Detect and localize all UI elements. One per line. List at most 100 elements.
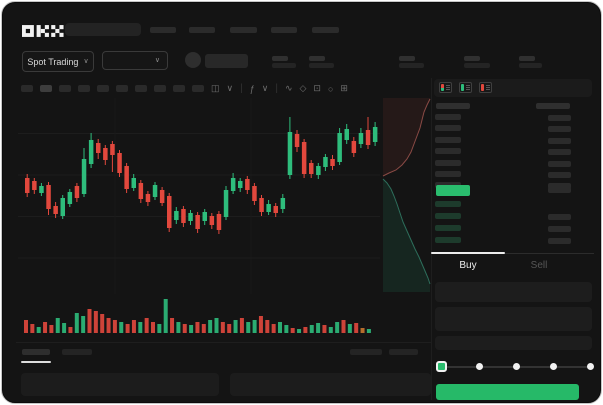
- volume-bar: [265, 320, 270, 333]
- timeframe-button[interactable]: [97, 85, 109, 92]
- timeframe-button[interactable]: [21, 85, 33, 92]
- chart-toolbar-icons: ◫ ∨ | ƒ ∨ | ∿ ◇ ⊡ ○ ⊞: [211, 82, 348, 95]
- volume-bar: [316, 323, 321, 333]
- book-asks-icon[interactable]: [479, 82, 492, 93]
- volume-bar: [239, 318, 244, 333]
- book-combined-icon[interactable]: [439, 82, 452, 93]
- timeframe-button-active[interactable]: [40, 85, 52, 92]
- candle: [223, 190, 229, 217]
- orderbook-row-price[interactable]: [435, 171, 461, 177]
- volume-bar: [284, 325, 289, 333]
- chevron-down-icon[interactable]: ∨: [226, 83, 234, 93]
- orderbook-row-price[interactable]: [435, 136, 461, 143]
- line-tool-icon[interactable]: ∿: [284, 83, 293, 93]
- candle: [372, 127, 378, 142]
- candle: [81, 159, 87, 194]
- stat-label: [272, 56, 288, 61]
- nav-item[interactable]: [312, 27, 339, 33]
- timeframe-button[interactable]: [173, 85, 185, 92]
- timeframe-button[interactable]: [192, 85, 204, 92]
- orders-filter[interactable]: [389, 349, 418, 355]
- book-icon-stripe: [441, 84, 444, 91]
- okx-logo-icon: [22, 25, 64, 37]
- stat-label: [399, 56, 415, 61]
- orders-filter[interactable]: [350, 349, 382, 355]
- draw-tool-icon[interactable]: ◇: [299, 83, 307, 93]
- okx-logo[interactable]: [22, 24, 64, 37]
- indicators-icon[interactable]: ƒ: [249, 83, 255, 94]
- orderbook-row-price[interactable]: [435, 125, 461, 132]
- chevron-down-icon[interactable]: ∨: [261, 83, 269, 93]
- volume-bar: [278, 322, 282, 333]
- slider-stop-dot[interactable]: [549, 363, 557, 370]
- slider-stop-dot[interactable]: [512, 363, 520, 370]
- candle: [252, 186, 257, 201]
- orders-tab-active[interactable]: [22, 349, 50, 355]
- orderbook-row-price[interactable]: [435, 148, 461, 155]
- orderbook-row-price[interactable]: [435, 236, 461, 243]
- nav-item[interactable]: [189, 27, 215, 33]
- tab-sell[interactable]: Sell: [530, 260, 548, 271]
- market-mode-dropdown[interactable]: Spot Trading ∨: [22, 51, 94, 72]
- candle: [145, 194, 151, 202]
- volume-bar: [49, 325, 54, 333]
- timeframe-button[interactable]: [59, 85, 71, 92]
- total-field[interactable]: [435, 336, 592, 350]
- orders-row-placeholder: [21, 373, 219, 396]
- candle: [188, 213, 193, 221]
- search-input[interactable]: [65, 23, 141, 36]
- orderbook-row-price[interactable]: [435, 201, 461, 207]
- tab-buy[interactable]: Buy: [459, 260, 477, 271]
- candle: [88, 140, 94, 164]
- volume-bar: [131, 320, 136, 333]
- orderbook-row-price[interactable]: [435, 224, 461, 231]
- depth-ask-line: [382, 98, 431, 177]
- orderbook-row-amount: [548, 237, 571, 244]
- volume-bar: [309, 325, 314, 333]
- buy-button[interactable]: [436, 384, 579, 400]
- candle: [60, 198, 65, 216]
- volume-bar: [252, 320, 257, 333]
- candle: [316, 166, 321, 175]
- fullscreen-icon[interactable]: ⊞: [340, 83, 348, 93]
- amount-slider-handle[interactable]: [436, 361, 447, 372]
- timeframe-button[interactable]: [78, 85, 90, 92]
- market-mode-label: Spot Trading: [27, 56, 79, 67]
- book-bids-icon[interactable]: [459, 82, 472, 93]
- candle: [351, 141, 357, 153]
- volume-bar: [106, 318, 111, 333]
- volume-bar: [347, 324, 352, 333]
- nav-item[interactable]: [271, 27, 297, 33]
- candle: [138, 183, 144, 199]
- volume-bar: [138, 322, 143, 333]
- camera-icon[interactable]: ⊡: [313, 83, 321, 93]
- chart-style-icon[interactable]: ◫: [211, 83, 220, 93]
- volume-bar: [125, 324, 130, 333]
- orderbook-row-price[interactable]: [435, 114, 461, 120]
- candle: [266, 204, 271, 212]
- slider-stop-dot[interactable]: [586, 363, 594, 370]
- timeframe-button[interactable]: [116, 85, 128, 92]
- orders-tab[interactable]: [62, 349, 92, 355]
- nav-item[interactable]: [230, 27, 257, 33]
- timeframe-button[interactable]: [135, 85, 147, 92]
- last-price-highlight[interactable]: [436, 185, 470, 196]
- pair-dropdown[interactable]: ∨: [102, 51, 168, 70]
- amount-field[interactable]: [435, 307, 592, 331]
- slider-stop-dot[interactable]: [475, 363, 483, 370]
- orderbook-row-price[interactable]: [435, 212, 461, 219]
- volume-bar: [182, 324, 187, 333]
- volume-bar: [100, 314, 105, 333]
- volume-bar: [87, 309, 92, 333]
- pair-name-placeholder[interactable]: [205, 54, 248, 68]
- nav-item[interactable]: [150, 27, 176, 33]
- history-icon[interactable]: ○: [327, 83, 334, 94]
- candle: [294, 134, 300, 147]
- timeframe-button[interactable]: [154, 85, 166, 92]
- orderbook-row-price[interactable]: [435, 159, 461, 166]
- candle: [53, 206, 58, 214]
- volume-bar: [360, 328, 365, 333]
- volume-bar: [201, 324, 206, 333]
- price-field[interactable]: [435, 282, 592, 302]
